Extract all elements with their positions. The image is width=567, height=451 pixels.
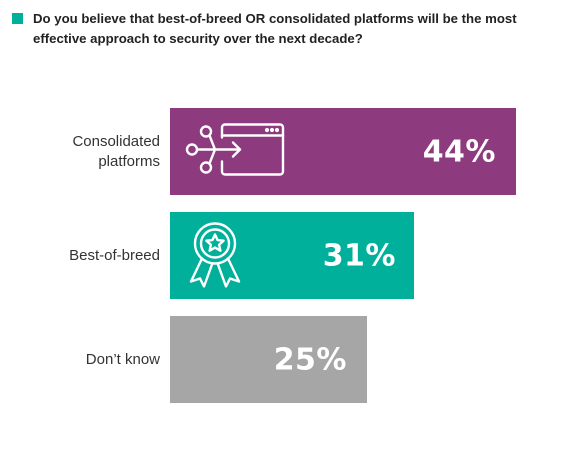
- question-marker: [12, 13, 23, 24]
- category-label: Don’t know: [85, 350, 160, 368]
- award-ribbon-icon: [184, 219, 246, 292]
- bar: 44%: [170, 108, 516, 195]
- data-label: 31%: [322, 238, 396, 273]
- category-label: Best-of-breed: [69, 246, 160, 264]
- data-label: 25%: [273, 342, 347, 377]
- bar: 25%: [170, 316, 367, 403]
- category-label: Consolidated platforms: [72, 132, 160, 170]
- bar: 31%: [170, 212, 414, 299]
- data-label: 44%: [422, 134, 496, 169]
- network-window-icon: [184, 121, 288, 182]
- chart-title: Do you believe that best-of-breed OR con…: [33, 11, 517, 46]
